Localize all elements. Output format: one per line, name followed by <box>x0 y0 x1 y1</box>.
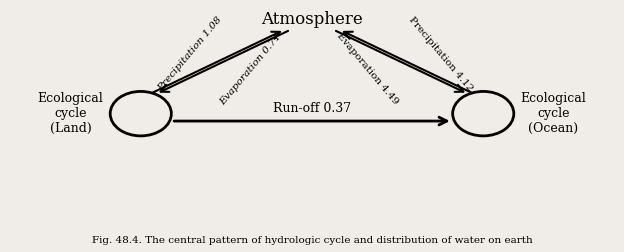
Text: Run-off 0.37: Run-off 0.37 <box>273 102 351 115</box>
Text: Precipitation 1.08: Precipitation 1.08 <box>156 15 223 93</box>
Text: Ecological
cycle
(Land): Ecological cycle (Land) <box>37 92 104 135</box>
Text: Evaporation 0.71: Evaporation 0.71 <box>218 32 283 107</box>
Text: Atmosphere: Atmosphere <box>261 11 363 28</box>
Text: Precipitation 4.12: Precipitation 4.12 <box>407 15 474 93</box>
Text: Fig. 48.4. The central pattern of hydrologic cycle and distribution of water on : Fig. 48.4. The central pattern of hydrol… <box>92 236 532 244</box>
Text: Evaporation 4.49: Evaporation 4.49 <box>334 32 399 107</box>
Text: Ecological
cycle
(Ocean): Ecological cycle (Ocean) <box>520 92 587 135</box>
